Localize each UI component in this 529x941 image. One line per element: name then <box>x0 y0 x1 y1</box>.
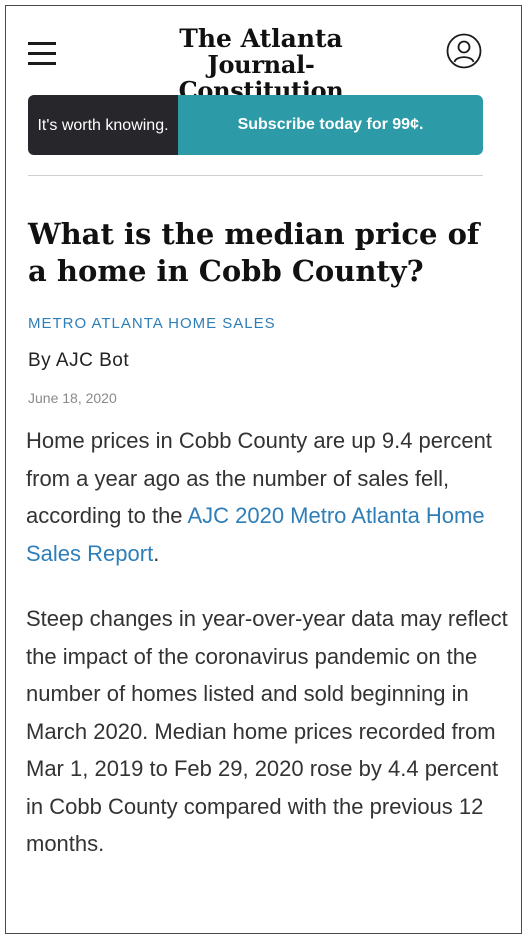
subscribe-button[interactable]: Subscribe today for 99¢. <box>178 95 483 155</box>
menu-icon[interactable] <box>28 40 58 66</box>
paragraph-1-end: . <box>153 540 160 566</box>
site-header: The Atlanta Journal-Constitution <box>6 6 521 104</box>
site-logo[interactable]: The Atlanta Journal-Constitution <box>126 26 396 104</box>
paragraph-2: Steep changes in year-over-year data may… <box>26 606 508 856</box>
article-body: Home prices in Cobb County are up 9.4 pe… <box>26 422 512 891</box>
page-frame: The Atlanta Journal-Constitution It's wo… <box>5 5 522 934</box>
divider <box>28 175 483 176</box>
publish-date: June 18, 2020 <box>28 390 117 406</box>
paragraph-1: Home prices in Cobb County are up 9.4 pe… <box>26 422 512 572</box>
section-link[interactable]: METRO ATLANTA HOME SALES <box>28 315 276 332</box>
article-headline: What is the median price of a home in Co… <box>28 217 480 288</box>
account-icon[interactable] <box>446 33 482 69</box>
byline: By AJC Bot <box>28 350 130 371</box>
subscribe-banner[interactable]: It's worth knowing. Subscribe today for … <box>28 95 483 155</box>
banner-tagline: It's worth knowing. <box>28 95 178 155</box>
home-sales-report-link[interactable]: AJC 2020 Metro Atlanta Home Sales Report <box>26 503 485 566</box>
paragraph-1-text: Home prices in Cobb County are up 9.4 pe… <box>26 428 492 528</box>
logo-line-1: The Atlanta <box>179 24 343 53</box>
